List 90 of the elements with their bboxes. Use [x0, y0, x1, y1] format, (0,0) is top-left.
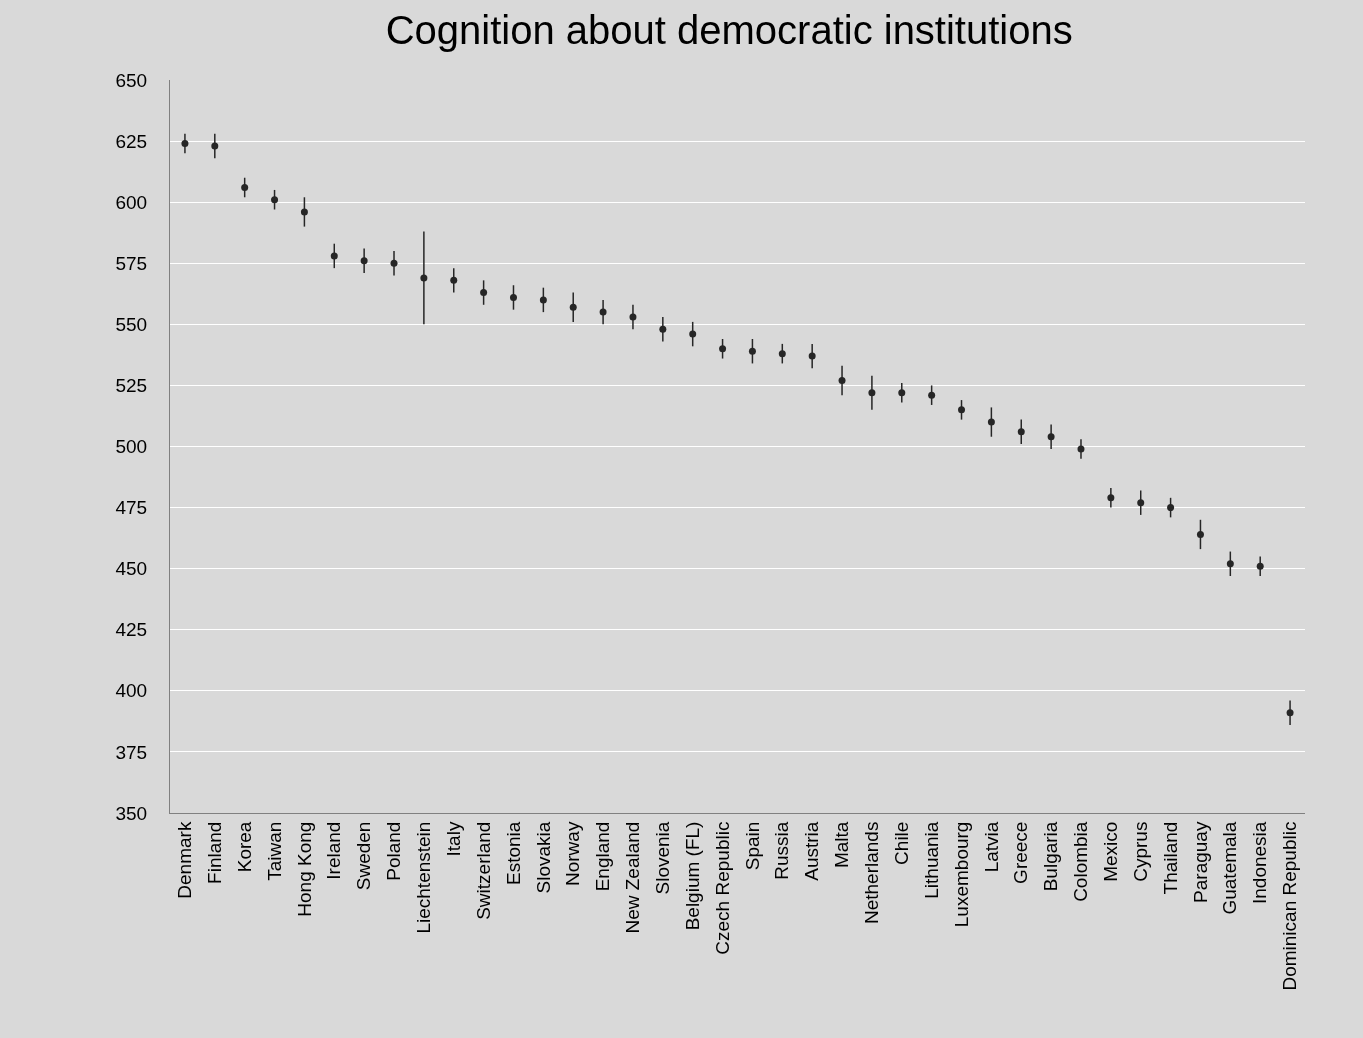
x-tick-label: Norway [562, 821, 584, 887]
y-tick-label: 650 [115, 69, 148, 91]
x-tick-label: Czech Republic [711, 821, 733, 955]
point [898, 389, 906, 397]
point [330, 252, 338, 260]
y-tick-label: 600 [115, 191, 148, 213]
x-tick-label: Dominican Republic [1279, 821, 1301, 991]
point [539, 296, 547, 304]
point [719, 345, 727, 353]
x-tick-label: Colombia [1070, 821, 1092, 902]
point [1017, 428, 1025, 436]
x-tick-label: Cyprus [1129, 821, 1151, 882]
point [1167, 504, 1175, 512]
x-tick-label: England [592, 821, 614, 892]
x-tick-label: Korea [233, 821, 255, 873]
x-tick-label: Liechtenstein [413, 821, 435, 934]
x-tick-label: New Zealand [622, 821, 644, 934]
point [1226, 560, 1234, 568]
y-tick-label: 525 [115, 375, 148, 397]
x-tick-label: Austria [801, 821, 823, 881]
point [838, 377, 846, 385]
point [928, 391, 936, 399]
x-tick-label: Finland [203, 821, 225, 884]
x-tick-label: Paraguay [1189, 821, 1211, 903]
point [1196, 530, 1204, 538]
x-tick-label: Thailand [1159, 821, 1181, 895]
point [450, 276, 458, 284]
x-tick-label: Taiwan [263, 821, 285, 881]
y-tick-label: 575 [115, 252, 148, 274]
point [1286, 709, 1294, 717]
point [808, 352, 816, 360]
x-tick-label: Poland [383, 821, 405, 881]
point [1107, 494, 1115, 502]
point [1047, 433, 1055, 441]
chart-title: Cognition about democratic institutions [385, 7, 1073, 52]
point [420, 274, 428, 282]
x-tick-label: Switzerland [472, 821, 494, 920]
y-tick-label: 500 [115, 436, 148, 458]
point [689, 330, 697, 338]
point [390, 259, 398, 267]
y-tick-label: 400 [115, 680, 148, 702]
y-tick-label: 375 [115, 741, 148, 763]
point [211, 142, 219, 150]
point [868, 389, 876, 397]
x-tick-label: Greece [1010, 821, 1032, 884]
x-tick-label: Malta [831, 821, 853, 869]
x-tick-label: Ireland [323, 821, 345, 880]
y-tick-label: 625 [115, 130, 148, 152]
x-tick-label: Indonesia [1249, 821, 1271, 905]
x-tick-label: Bulgaria [1040, 821, 1062, 892]
x-tick-label: Italy [442, 821, 464, 857]
x-tick-label: Belgium (FL) [681, 821, 703, 931]
x-tick-label: Chile [890, 821, 912, 865]
x-tick-label: Netherlands [861, 821, 883, 925]
x-tick-label: Spain [741, 821, 763, 871]
y-tick-label: 425 [115, 619, 148, 641]
point [958, 406, 966, 414]
point [629, 313, 637, 321]
point [599, 308, 607, 316]
point [300, 208, 308, 216]
point [241, 184, 249, 192]
point [748, 347, 756, 355]
x-tick-label: Estonia [502, 821, 524, 885]
y-tick-label: 550 [115, 313, 148, 335]
point [1256, 562, 1264, 570]
point [569, 303, 577, 311]
x-tick-label: Lithuania [920, 821, 942, 899]
point [360, 257, 368, 265]
x-tick-label: Guatemala [1219, 821, 1241, 915]
x-tick-label: Hong Kong [293, 821, 315, 917]
y-tick-label: 450 [115, 558, 148, 580]
point [480, 289, 488, 297]
x-tick-label: Sweden [353, 821, 375, 891]
point [271, 196, 279, 204]
point [1077, 445, 1085, 453]
y-tick-label: 350 [115, 802, 148, 824]
point [778, 350, 786, 358]
point [987, 418, 995, 426]
point [509, 293, 517, 301]
x-tick-label: Slovenia [652, 821, 674, 895]
x-tick-label: Latvia [980, 821, 1002, 873]
y-tick-label: 475 [115, 497, 148, 519]
point [659, 325, 667, 333]
x-tick-label: Luxembourg [950, 821, 972, 928]
x-tick-label: Mexico [1100, 821, 1122, 882]
point [1137, 499, 1145, 507]
x-tick-label: Russia [771, 821, 793, 880]
point [181, 140, 189, 148]
x-tick-label: Slovakia [532, 821, 554, 894]
x-tick-label: Denmark [174, 821, 196, 899]
